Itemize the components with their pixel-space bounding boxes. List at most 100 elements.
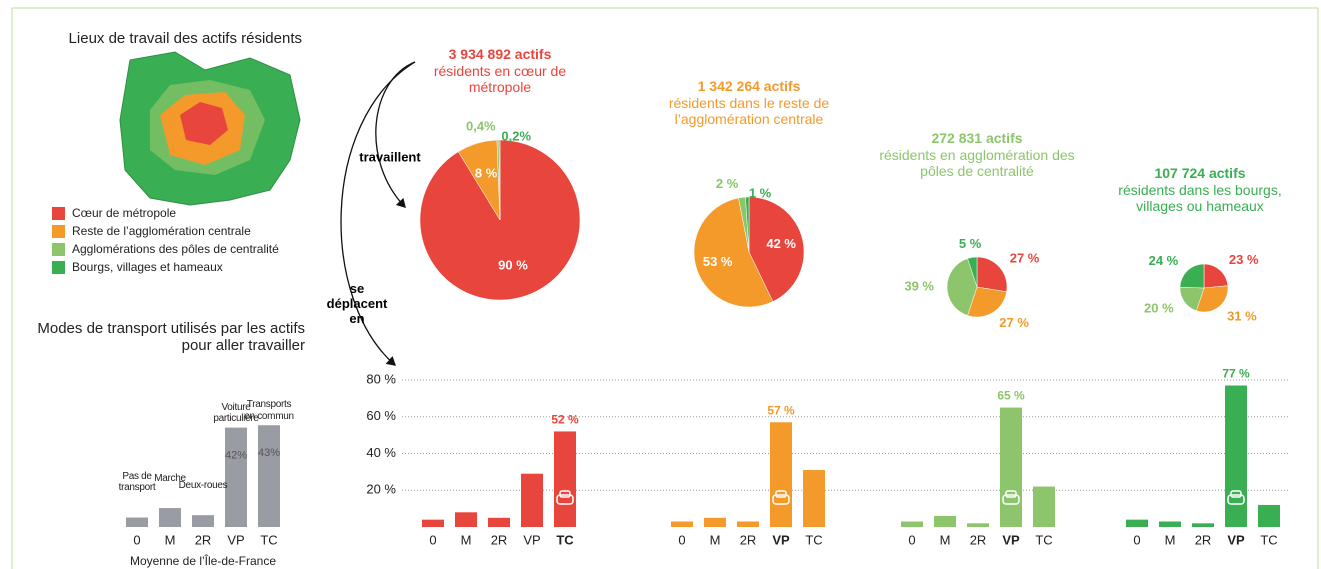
x-tick-label: 0 [133, 532, 140, 547]
bar [1126, 519, 1148, 527]
legend-swatch [52, 207, 65, 220]
x-tick-label: 0 [908, 532, 915, 547]
x-tick-label: TC [260, 532, 277, 547]
pie-slice [693, 197, 774, 308]
x-tick-label: M [165, 532, 176, 547]
pie-label: 90 % [498, 258, 528, 273]
pie-title: 1 342 264 actifs [697, 78, 801, 94]
bar [488, 517, 510, 527]
bar [1000, 407, 1022, 527]
icon [1230, 490, 1242, 498]
bar [1258, 504, 1280, 527]
annotation: Voiture particulière [213, 401, 259, 425]
legend-label: Agglomérations des pôles de centralité [72, 242, 279, 256]
x-tick-label: 2R [491, 532, 508, 547]
value-label: 42% [225, 450, 247, 462]
pie-slice [1179, 263, 1205, 289]
pie-label: 23 % [1229, 252, 1259, 267]
pie-subtitle: résidents en cœur de métropole [433, 63, 567, 96]
bar [934, 515, 956, 527]
pie-slice [1203, 263, 1229, 289]
pie-slice [745, 196, 750, 253]
annotation: Marche [154, 472, 186, 484]
bar [803, 470, 825, 527]
pie-subtitle: résidents dans les bourgs, villages ou h… [1118, 182, 1282, 215]
bar [225, 427, 247, 527]
arrow-label: se déplacent en [326, 281, 388, 326]
x-tick-label: 2R [1195, 532, 1212, 547]
bar [422, 519, 444, 527]
frame [11, 7, 1319, 569]
value-label: 77 % [1222, 367, 1250, 381]
pie-label: 24 % [1149, 253, 1179, 268]
x-tick-label: VP [523, 532, 540, 547]
x-tick-label: 2R [740, 532, 757, 547]
icon [1002, 494, 1020, 505]
pie-label: 5 % [959, 236, 982, 251]
x-tick-label: VP [772, 532, 790, 547]
x-tick-label: 0 [429, 532, 436, 547]
pie-slice [1196, 285, 1229, 313]
legend-label: Reste de l’agglomération centrale [72, 224, 251, 238]
bar [1225, 385, 1247, 527]
bar [192, 515, 214, 527]
value-label: 65 % [997, 389, 1025, 403]
x-tick-label: VP [1227, 532, 1245, 547]
modes-title: Modes de transport utilisés par les acti… [37, 320, 305, 355]
x-tick-label: 0 [1133, 532, 1140, 547]
pie-slice [748, 196, 805, 302]
pie-label: 8 % [475, 165, 498, 180]
icon [1005, 490, 1017, 498]
y-tick-label: 80 % [366, 371, 396, 386]
bar [126, 517, 148, 527]
pie-label: 0,2% [501, 128, 531, 143]
icon [556, 494, 574, 505]
bar [1192, 523, 1214, 527]
bar [901, 521, 923, 527]
arrow [375, 61, 416, 208]
x-tick-label: 2R [970, 532, 987, 547]
pie-title: 107 724 actifs [1154, 165, 1246, 181]
pie-label: 53 % [703, 254, 733, 269]
value-label: 52 % [551, 413, 579, 427]
pie-subtitle: résidents dans le reste de l’agglomérati… [668, 95, 830, 128]
bar [671, 521, 693, 527]
pie-label: 27 % [999, 315, 1029, 330]
pie-label: 31 % [1227, 308, 1257, 323]
arrow [340, 61, 416, 366]
y-tick-label: 60 % [366, 408, 396, 423]
pie-label: 39 % [904, 278, 934, 293]
legend-swatch [52, 243, 65, 256]
pie-label: 1 % [749, 185, 772, 200]
bar [159, 508, 181, 527]
value-label: 43% [258, 447, 280, 459]
value-label: 57 % [767, 403, 795, 417]
bar [967, 523, 989, 527]
x-tick-label: M [940, 532, 951, 547]
pie-label: 20 % [1144, 301, 1174, 316]
annotation: Deux-roues [178, 479, 228, 491]
icon [775, 490, 787, 498]
legend-label: Cœur de métropole [72, 206, 176, 220]
x-tick-label: 2R [195, 532, 212, 547]
bar [1159, 521, 1181, 527]
pie-slice [967, 256, 978, 288]
map-title: Lieux de travail des actifs résidents [68, 30, 302, 47]
y-tick-label: 20 % [366, 482, 396, 497]
annotation: Transports en commun [244, 399, 294, 422]
x-tick-label: M [1165, 532, 1176, 547]
y-tick-label: 40 % [366, 445, 396, 460]
x-tick-label: VP [227, 532, 244, 547]
x-tick-label: TC [1035, 532, 1052, 547]
x-tick-label: VP [1002, 532, 1020, 547]
pie-label: 0,4% [466, 118, 496, 133]
bar [704, 517, 726, 527]
annotation: Pas de transport [118, 470, 156, 494]
pie-slice [976, 256, 1008, 293]
x-tick-label: TC [805, 532, 822, 547]
x-tick-label: TC [556, 532, 574, 547]
pie-title: 272 831 actifs [931, 130, 1023, 146]
bar [554, 431, 576, 527]
